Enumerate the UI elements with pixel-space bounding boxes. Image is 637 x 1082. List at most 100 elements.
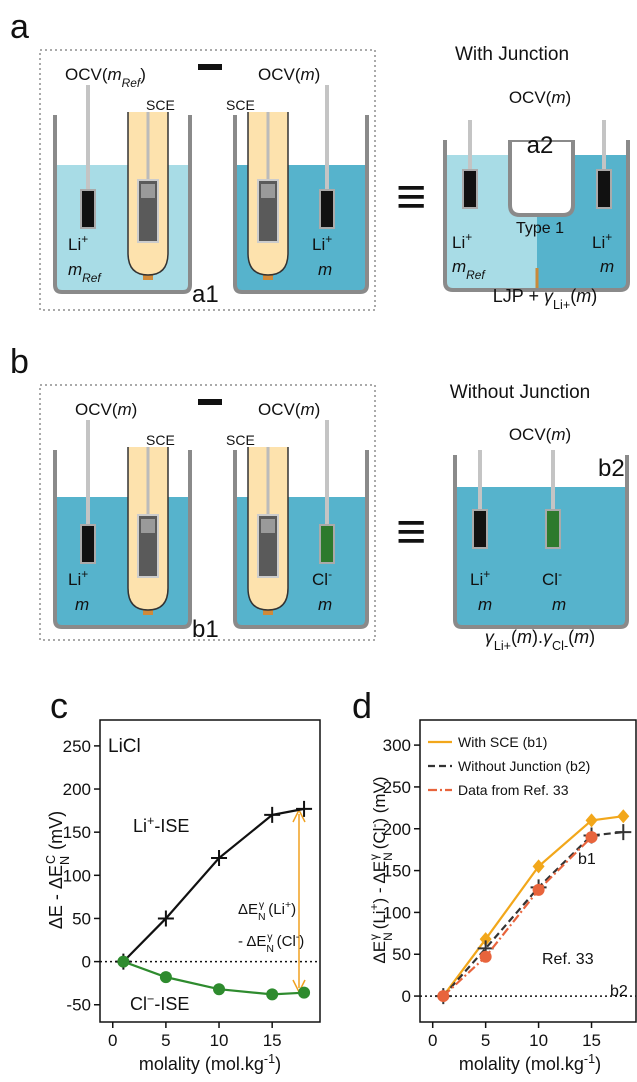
label: molality (mol.kg-1) [139, 1052, 281, 1074]
text-part: Type 1 [516, 220, 564, 237]
marker [211, 850, 228, 867]
label: Cl−-ISE [130, 992, 189, 1014]
label: b [10, 343, 29, 381]
text-part: b [10, 343, 29, 381]
label: b2 [610, 983, 628, 1000]
text-part: LJP + [493, 286, 544, 306]
label: c [50, 685, 68, 726]
text-part: -1 [584, 1052, 595, 1066]
marker [157, 910, 174, 927]
y-tick-label: 100 [63, 866, 91, 885]
text-part: (mV) [46, 811, 66, 855]
label: LJP + γLi+(m) [493, 286, 597, 312]
y-tick-label: 150 [63, 823, 91, 842]
electrode [596, 169, 612, 209]
x-tick-label: 5 [161, 1031, 170, 1050]
x-tick-label: 0 [428, 1031, 437, 1050]
text-part: - [328, 567, 332, 581]
plot-frame [419, 719, 637, 1023]
text-part: Cl [552, 639, 564, 653]
label: OCV(m) [509, 88, 571, 107]
label: m [600, 257, 614, 276]
text-part: Li [452, 233, 465, 252]
text-part: m [452, 257, 466, 276]
marker [532, 883, 545, 896]
electrode [80, 524, 96, 564]
label: Li+ [68, 567, 88, 589]
text-part: ΔE [238, 901, 258, 918]
label: m [478, 595, 492, 614]
marker [266, 988, 279, 1001]
x-tick-label: 10 [529, 1031, 548, 1050]
text-part: + [465, 230, 472, 244]
label: SCE [146, 432, 175, 448]
y-tick-label: 0 [82, 953, 91, 972]
text-part: Li [312, 235, 325, 254]
label: Li+ [312, 232, 332, 254]
text-part: + [563, 298, 570, 312]
marker [117, 955, 130, 968]
legend-label: Without Junction (b2) [458, 758, 590, 774]
electrode [462, 169, 478, 209]
text-part: ) [566, 88, 572, 107]
text-part: (Cl [272, 933, 295, 950]
label: Type 1 [516, 220, 564, 237]
y-tick-label: 50 [392, 945, 411, 964]
label: mRef [68, 260, 102, 285]
text-part: m [478, 595, 492, 614]
label: m [318, 260, 332, 279]
text-part: m [108, 65, 122, 84]
text-part: γ [543, 627, 553, 647]
label: m [318, 595, 332, 614]
text-part: ) [595, 1054, 601, 1074]
label: ΔENγ (Li+) - ΔENγ (Cl-) (mV) [367, 776, 395, 963]
label: OCV(m) [509, 425, 571, 444]
label: ΔE - ΔENC (mV) [44, 811, 72, 929]
text-part: γ [544, 286, 554, 306]
x-tick-label: 15 [582, 1031, 601, 1050]
text-part: (Cl [370, 828, 389, 854]
marker [213, 983, 226, 996]
text-part: ) [140, 65, 146, 84]
y-tick-label: 50 [72, 909, 91, 928]
text-part: Li [592, 233, 605, 252]
label: SCE [226, 97, 255, 113]
label: Li+ [68, 232, 88, 254]
text-part: + [285, 899, 291, 911]
marker [159, 971, 172, 984]
text-part: N [381, 852, 395, 861]
y-tick-label: 200 [383, 820, 411, 839]
text-part: m [574, 627, 589, 647]
text-part: γ [267, 931, 273, 943]
label: Without Junction [450, 382, 590, 403]
x-tick-label: 15 [263, 1031, 282, 1050]
x-tick-label: 5 [481, 1031, 490, 1050]
label: ≡ [396, 503, 426, 561]
text-part: ) [132, 400, 138, 419]
marker [532, 859, 545, 874]
label: Li+ [592, 230, 612, 252]
text-part: - [558, 567, 562, 581]
text-part: m [68, 260, 82, 279]
label: Ref. 33 [542, 951, 594, 968]
text-part: With Junction [455, 44, 569, 65]
y-tick-label: 0 [402, 987, 411, 1006]
text-part: LiCl [108, 736, 141, 757]
marker [479, 932, 492, 947]
text-part: Cl [312, 570, 328, 589]
y-tick-label: 250 [63, 737, 91, 756]
text-part: -ISE [154, 816, 189, 836]
text-part: Cl [130, 994, 147, 1014]
text-part: OCV( [65, 65, 108, 84]
y-tick-label: 150 [383, 862, 411, 881]
text-part: ( [570, 286, 576, 306]
text-part: m [600, 257, 614, 276]
label: OCV(m) [258, 400, 320, 419]
text-part: m [118, 400, 132, 419]
label: b1 [192, 616, 219, 643]
label: m [552, 595, 566, 614]
text-part: γ [367, 934, 381, 940]
text-part: ) [591, 286, 597, 306]
text-part: SCE [146, 432, 175, 448]
